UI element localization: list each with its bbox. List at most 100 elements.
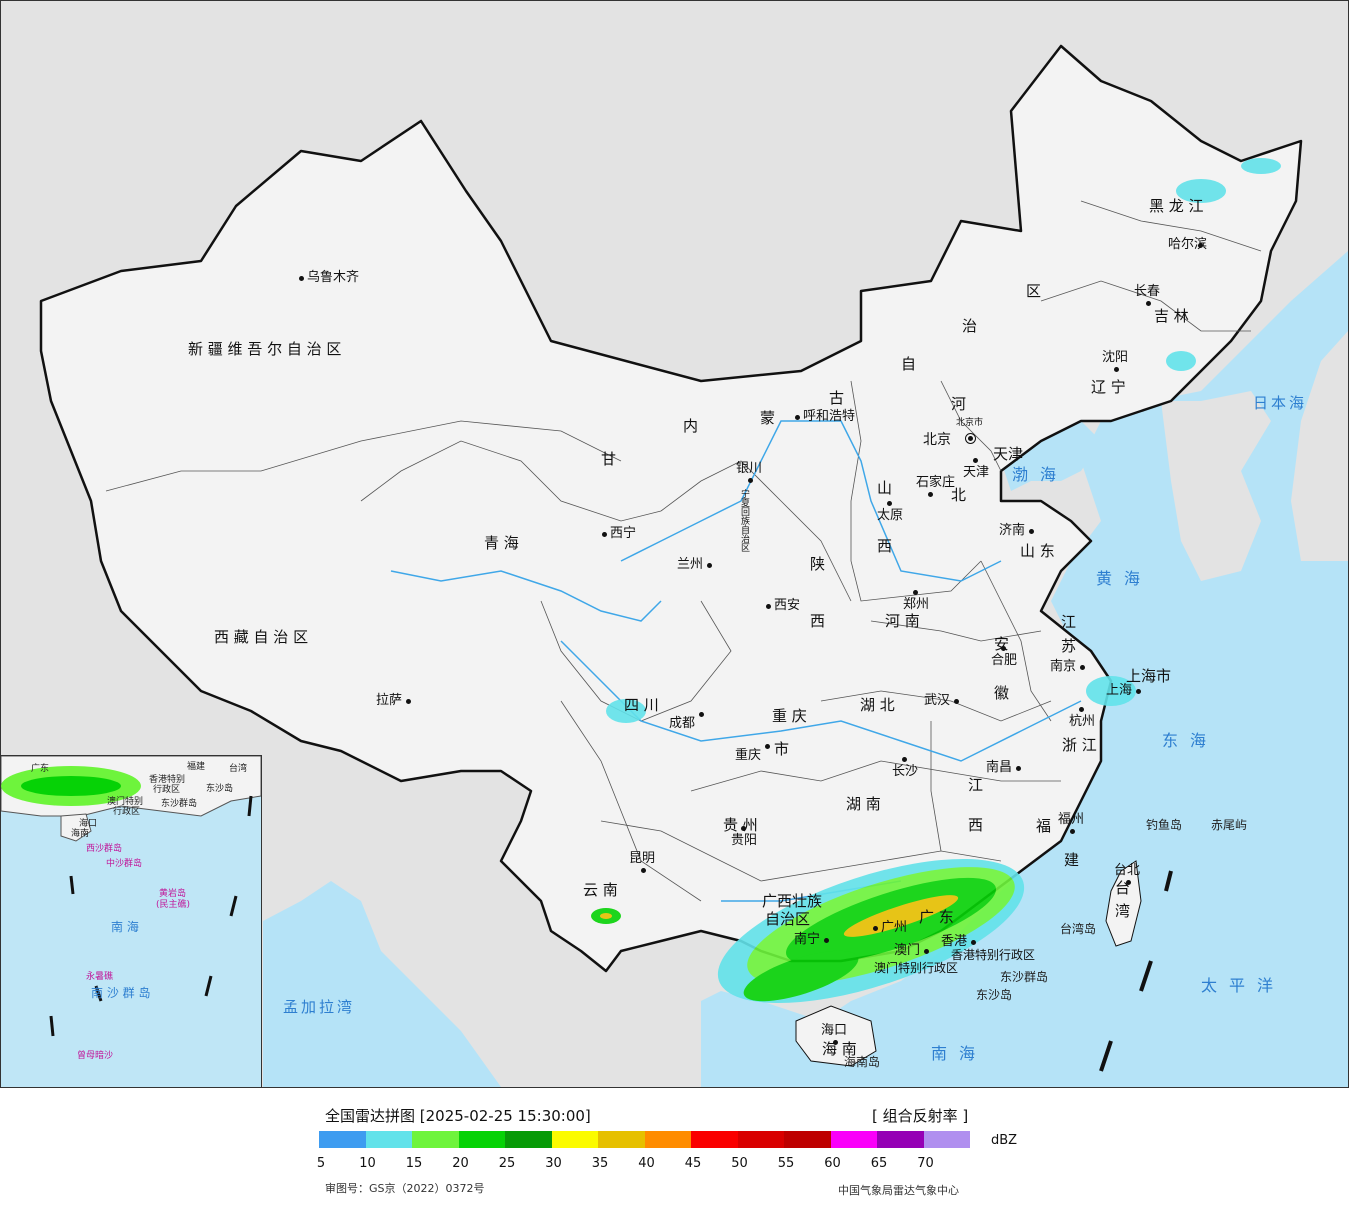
city-marker-nanchang (1016, 766, 1021, 771)
city-label-taiyuan: 太原 (877, 508, 904, 523)
province-label-henan: 河 南 (885, 612, 920, 630)
scale-tick-label: 45 (684, 1156, 702, 1171)
unit-label: dBZ (991, 1133, 1018, 1148)
inset-label-in6: 海口 (79, 819, 98, 829)
province-label-gansu: 甘 (601, 450, 617, 468)
city-label-xian: 西安 (774, 598, 801, 613)
city-label-kunming: 昆明 (629, 851, 656, 866)
province-label-ningxia: 宁夏回族自治区 (739, 489, 749, 552)
province-label-neimenggu2: 蒙 (760, 409, 776, 427)
city-marker-xining (602, 532, 607, 537)
province-label-tianjin: 天津 (993, 445, 1024, 463)
city-marker-tianjin-c (973, 458, 978, 463)
province-label-xinjiang: 新 疆 维 吾 尔 自 治 区 (188, 340, 342, 358)
scale-tick-label: 30 (545, 1156, 562, 1171)
province-label-liaoning: 辽 宁 (1091, 378, 1126, 396)
inset-label-in1: 香港特别 (149, 775, 186, 785)
scale-tick-label: 10 (359, 1156, 376, 1171)
inset-label-in18: 福建 (187, 762, 206, 772)
province-label-xizang: 西 藏 自 治 区 (214, 628, 309, 646)
south-china-sea-inset: 香港特别 行政区 澳门特别 行政区 东沙群岛 海口 海南 西沙群岛 中沙群岛 黄岩岛 (民主礁) 南 … (1, 755, 262, 1087)
sea-label-mengjiala: 孟加拉湾 (283, 998, 356, 1016)
province-label-shandong: 山 东 (1020, 542, 1055, 560)
city-label-beijingshi: 北京市 (956, 418, 984, 428)
city-label-hongkong: 香港 (941, 934, 968, 949)
city-label-zhengzhou: 郑州 (903, 597, 930, 612)
city-marker-macau-c (924, 949, 929, 954)
city-label-hangzhou: 杭州 (1069, 714, 1096, 729)
province-label-guangxi1: 广西壮族 (762, 892, 823, 910)
province-label-shaanxi2: 西 (810, 612, 826, 630)
color-swatch (458, 1131, 505, 1148)
inset-label-in10: 黄岩岛 (159, 889, 187, 899)
city-marker-huhehaote (795, 415, 800, 420)
city-label-beijing: 北京 (923, 432, 951, 448)
province-label-shaanxi1: 陕 (810, 555, 826, 573)
china-land (39, 44, 1303, 973)
city-label-lhasa: 拉萨 (376, 693, 403, 708)
scale-tick-label: 5 (316, 1156, 326, 1171)
sea-label-riben: 日本海 (1253, 394, 1308, 412)
color-swatch (644, 1131, 691, 1148)
island-label-dongsha-q: 东沙群岛 (1000, 970, 1049, 984)
scale-tick-label: 65 (870, 1156, 888, 1171)
city-marker-yinchuan (748, 478, 753, 483)
city-label-lanzhou: 兰州 (677, 557, 704, 572)
inset-drawing (1, 756, 261, 1037)
city-label-taibei: 台北 (1114, 863, 1141, 878)
color-swatch (598, 1131, 645, 1148)
city-label-guangzhou: 广州 (881, 920, 908, 935)
city-marker-lhasa (406, 699, 411, 704)
nine-dash-line (1099, 870, 1173, 1072)
city-marker-hangzhou (1079, 707, 1084, 712)
province-label-chongqing2: 市 (774, 740, 790, 758)
color-swatch (412, 1131, 459, 1148)
city-marker-shijiazhuang (928, 492, 933, 497)
city-label-fuzhou: 福州 (1058, 812, 1085, 827)
city-marker-taibei (1126, 880, 1131, 885)
province-label-sichuan: 四 川 (624, 696, 659, 714)
bay-of-bengal (263, 881, 501, 1087)
product-name: [ 组合反射率 ] (872, 1107, 969, 1125)
inset-label-in12: 南 海 (111, 920, 139, 934)
city-label-tianjin-c: 天津 (963, 465, 990, 480)
color-swatch (737, 1131, 784, 1148)
inset-label-in9: 中沙群岛 (106, 859, 143, 869)
inset-hainan (60, 813, 92, 842)
color-swatch (923, 1131, 970, 1148)
province-label-hebei2: 北 (951, 486, 967, 504)
inset-label-in19: 东沙岛 (206, 784, 234, 794)
province-label-hk: 香港特别行政区 (951, 948, 1036, 962)
province-label-fujian2: 建 (1064, 851, 1080, 869)
city-label-hefei: 合肥 (991, 653, 1018, 668)
island-label-dongsha-d: 东沙岛 (976, 988, 1013, 1002)
province-label-macau: 澳门特别行政区 (874, 961, 959, 975)
map-drawing (39, 44, 1348, 1087)
inset-label-in17: 广东 (31, 764, 50, 774)
province-label-shanxi2: 西 (877, 537, 893, 555)
color-swatch (830, 1131, 877, 1148)
city-label-chongqing: 重庆 (735, 748, 762, 763)
inset-label-in7: 海南 (71, 829, 90, 839)
city-marker-hongkong (971, 940, 976, 945)
city-marker-urumqi (299, 276, 304, 281)
province-label-jilin: 吉 林 (1154, 307, 1189, 325)
province-label-hainan: 海 南 (822, 1040, 857, 1058)
legend-title: 全国雷达拼图 [2025-02-25 15:30:00] (325, 1107, 591, 1125)
city-label-shijiazhuang: 石家庄 (916, 475, 956, 490)
city-marker-fuzhou (1070, 829, 1075, 834)
scale-tick-label: 25 (498, 1156, 516, 1171)
city-marker-jinan (1029, 529, 1034, 534)
city-marker-haikou (833, 1040, 838, 1045)
inset-label-in3: 澳门特别 (107, 797, 144, 807)
province-label-neimenggu3: 古 (829, 389, 845, 407)
japan-land (1291, 331, 1348, 561)
inset-label-in11: (民主礁) (156, 900, 191, 910)
city-marker-shenyang (1114, 367, 1119, 372)
city-label-urumqi: 乌鲁木齐 (307, 270, 360, 285)
city-label-changsha: 长沙 (892, 764, 919, 779)
city-marker-kunming (641, 868, 646, 873)
city-marker-xian (766, 604, 771, 609)
sea-label-taipingyang: 太平洋 (1201, 976, 1286, 995)
province-label-shanghai: 上海市 (1126, 667, 1172, 685)
